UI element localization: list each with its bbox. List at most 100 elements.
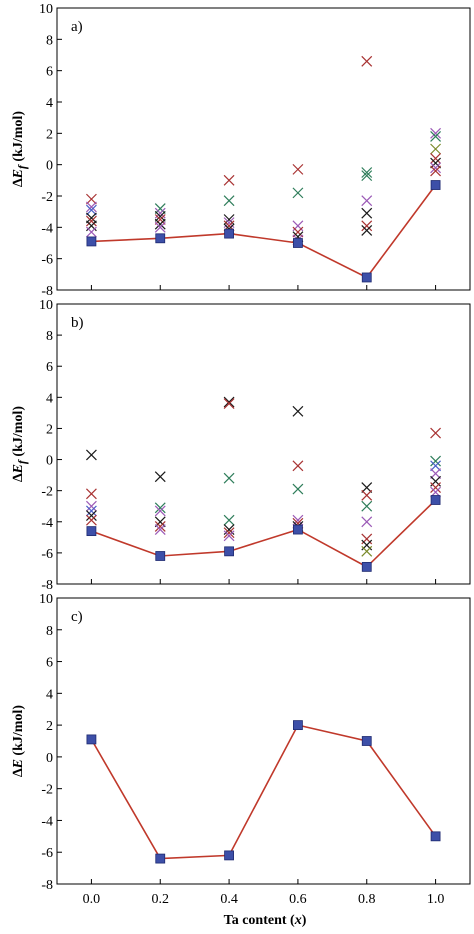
- cross-marker: [430, 127, 442, 139]
- cross-marker: [430, 152, 442, 164]
- y-tick-label: -4: [41, 221, 53, 236]
- square-marker: [293, 238, 303, 248]
- cross-marker: [292, 226, 304, 238]
- y-tick-label: 8: [46, 329, 53, 344]
- cross-stroke: [154, 214, 166, 225]
- cross-marker: [361, 516, 373, 528]
- cross-marker: [430, 131, 442, 142]
- cross-marker: [292, 187, 304, 199]
- y-tick-label: 0: [46, 159, 53, 174]
- cross-stroke: [154, 505, 166, 517]
- square-marker: [155, 233, 166, 244]
- square-marker: [361, 561, 372, 572]
- cross-marker: [85, 193, 97, 205]
- cross-stroke: [85, 510, 97, 521]
- cross-stroke: [430, 468, 442, 479]
- plot-frame: [56, 597, 471, 885]
- cross-marker: [430, 460, 442, 472]
- square-marker: [293, 720, 303, 731]
- cross-stroke: [430, 127, 442, 139]
- cross-marker: [154, 221, 166, 233]
- square-marker: [430, 180, 441, 190]
- cross-marker: [85, 449, 97, 461]
- cross-stroke: [430, 482, 442, 493]
- x-axis-title: Ta content (x): [224, 913, 307, 928]
- cross-marker: [223, 530, 235, 542]
- y-tick-label: 6: [46, 65, 53, 80]
- y-tick-label: 8: [46, 33, 53, 48]
- y-tick-label: 0: [46, 454, 53, 469]
- cross-stroke: [361, 545, 373, 557]
- cross-marker: [85, 212, 97, 224]
- series-line: [91, 499, 437, 568]
- y-axis-title: ∆Ef (kJ/mol): [11, 111, 29, 187]
- cross-stroke: [361, 207, 373, 219]
- cross-stroke: [361, 516, 373, 528]
- cross-marker: [85, 204, 97, 216]
- cross-marker: [223, 398, 235, 409]
- cross-marker: [223, 396, 235, 408]
- x-tick-label: 0.8: [358, 892, 376, 907]
- cross-stroke: [85, 449, 97, 461]
- y-axis-title-delta: ∆: [11, 473, 26, 482]
- y-tick-label: 4: [46, 391, 53, 406]
- y-tick-label: -8: [41, 284, 53, 299]
- series-line: [91, 184, 437, 279]
- cross-stroke: [292, 405, 304, 417]
- cross-stroke: [85, 488, 97, 500]
- square-marker: [430, 831, 441, 842]
- y-tick-label: -8: [41, 878, 53, 893]
- cross-marker: [154, 210, 166, 222]
- cross-marker: [154, 516, 166, 528]
- cross-stroke: [361, 220, 373, 232]
- cross-stroke: [361, 170, 373, 182]
- cross-marker: [154, 218, 166, 230]
- cross-stroke: [430, 157, 442, 169]
- cross-marker: [430, 157, 442, 169]
- cross-stroke: [85, 201, 97, 213]
- y-axis-title-subscript: f: [15, 164, 29, 169]
- square-marker: [224, 850, 234, 861]
- cross-marker: [361, 545, 373, 557]
- cross-stroke: [361, 225, 373, 236]
- y-tick-label: 8: [46, 624, 53, 639]
- cross-marker: [154, 505, 166, 517]
- cross-stroke: [430, 152, 442, 164]
- y-axis-title-subscript: f: [15, 459, 29, 464]
- cross-marker: [361, 167, 373, 178]
- cross-marker: [361, 220, 373, 232]
- x-tick-label: 0.4: [220, 892, 238, 907]
- y-tick-label: 6: [46, 360, 53, 375]
- cross-stroke: [292, 187, 304, 199]
- cross-marker: [154, 471, 166, 483]
- cross-stroke: [430, 455, 442, 467]
- cross-marker: [154, 521, 166, 532]
- cross-stroke: [430, 131, 442, 142]
- cross-marker: [223, 195, 235, 207]
- cross-stroke: [154, 221, 166, 233]
- cross-marker: [223, 472, 235, 484]
- cross-marker: [361, 482, 373, 493]
- y-tick-label: 10: [39, 592, 53, 607]
- y-tick-label: -2: [41, 783, 53, 798]
- series-line: [90, 724, 437, 860]
- y-axis-title-var: E: [11, 464, 26, 474]
- cross-stroke: [85, 204, 97, 216]
- cross-marker: [292, 405, 304, 417]
- cross-marker: [223, 527, 235, 539]
- panel-1: -8 -6 -4 -2 0 2 4 6 8 10 a) ∆Ef (kJ/mol): [11, 2, 471, 299]
- cross-marker: [154, 502, 166, 514]
- cross-marker: [361, 489, 373, 501]
- cross-stroke: [361, 55, 373, 67]
- cross-marker: [361, 207, 373, 219]
- cross-marker: [85, 215, 97, 227]
- y-tick-label: 2: [46, 422, 53, 437]
- cross-stroke: [85, 514, 97, 526]
- y-tick-label: -4: [41, 814, 53, 829]
- x-tick-label: 1.0: [427, 892, 445, 907]
- y-axis-title-var: E: [11, 169, 26, 179]
- panel-2: -8 -6 -4 -2 0 2 4 6 8 10 b) ∆Ef (kJ/mol): [11, 298, 471, 593]
- cross-marker: [361, 195, 373, 207]
- square-marker: [86, 526, 97, 537]
